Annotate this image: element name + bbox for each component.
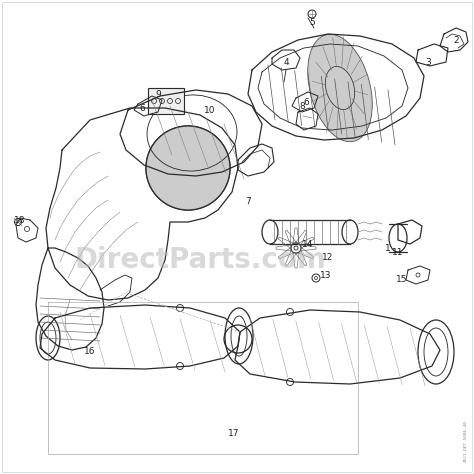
Text: 14: 14 [302, 239, 314, 248]
Text: 17: 17 [228, 429, 240, 438]
Text: 12: 12 [322, 254, 334, 263]
Text: 11: 11 [392, 247, 404, 256]
Text: 8: 8 [299, 101, 305, 110]
Text: 3: 3 [425, 57, 431, 66]
Text: DirectParts.com: DirectParts.com [74, 246, 326, 274]
Text: 4521-DET-5006-40: 4521-DET-5006-40 [464, 420, 468, 462]
Text: 7: 7 [245, 198, 251, 207]
Text: 18: 18 [14, 216, 26, 225]
Ellipse shape [146, 126, 230, 210]
Text: 9: 9 [155, 90, 161, 99]
Text: 5: 5 [309, 18, 315, 27]
Text: 6: 6 [139, 103, 145, 112]
Text: 6: 6 [303, 98, 309, 107]
Text: 2: 2 [453, 36, 459, 45]
Text: 1: 1 [385, 244, 391, 253]
Text: 4: 4 [283, 57, 289, 66]
Text: 15: 15 [396, 275, 408, 284]
Ellipse shape [308, 34, 372, 142]
FancyBboxPatch shape [148, 88, 184, 114]
Text: 13: 13 [320, 272, 332, 281]
Text: 16: 16 [84, 347, 96, 356]
Text: 10: 10 [204, 106, 216, 115]
